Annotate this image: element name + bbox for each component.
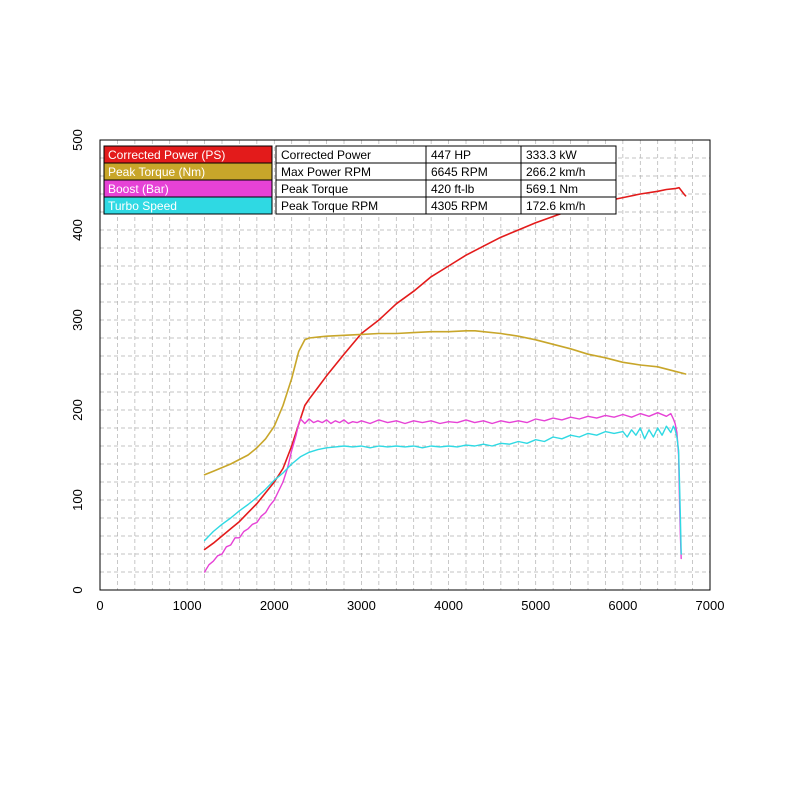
x-tick-label: 3000 (347, 598, 376, 613)
table-cell: 6645 RPM (431, 165, 488, 179)
table-cell: 4305 RPM (431, 199, 488, 213)
legend-label: Boost (Bar) (108, 182, 169, 196)
x-tick-label: 6000 (608, 598, 637, 613)
table-cell: 266.2 km/h (526, 165, 585, 179)
y-tick-label: 200 (70, 399, 85, 421)
y-tick-label: 500 (70, 129, 85, 151)
y-tick-label: 300 (70, 309, 85, 331)
x-tick-label: 0 (96, 598, 103, 613)
legend: Corrected Power (PS) Peak Torque (Nm) Boos… (104, 146, 272, 214)
table-cell: Peak Torque (281, 182, 348, 196)
legend-label: Peak Torque (Nm) (108, 165, 205, 179)
dyno-chart: 0 1000 2000 3000 4000 5000 6000 7000 0 100 200 300 4… (0, 0, 800, 800)
table-cell: 569.1 Nm (526, 182, 578, 196)
table-cell: Peak Torque RPM (281, 199, 378, 213)
table-cell: Corrected Power (281, 148, 371, 162)
y-tick-label: 0 (70, 586, 85, 593)
x-tick-label: 5000 (521, 598, 550, 613)
table-cell: 172.6 km/h (526, 199, 585, 213)
x-tick-label: 2000 (260, 598, 289, 613)
x-tick-label: 1000 (173, 598, 202, 613)
table-cell: 333.3 kW (526, 148, 577, 162)
y-tick-label: 100 (70, 489, 85, 511)
info-table: Corrected Power 447 HP 333.3 kW Max Power R… (276, 146, 616, 214)
x-tick-label: 7000 (696, 598, 725, 613)
legend-label: Turbo Speed (108, 199, 177, 213)
legend-label: Corrected Power (PS) (108, 148, 225, 162)
table-cell: 420 ft-lb (431, 182, 475, 196)
table-cell: 447 HP (431, 148, 471, 162)
x-tick-label: 4000 (434, 598, 463, 613)
table-cell: Max Power RPM (281, 165, 371, 179)
y-tick-label: 400 (70, 219, 85, 241)
